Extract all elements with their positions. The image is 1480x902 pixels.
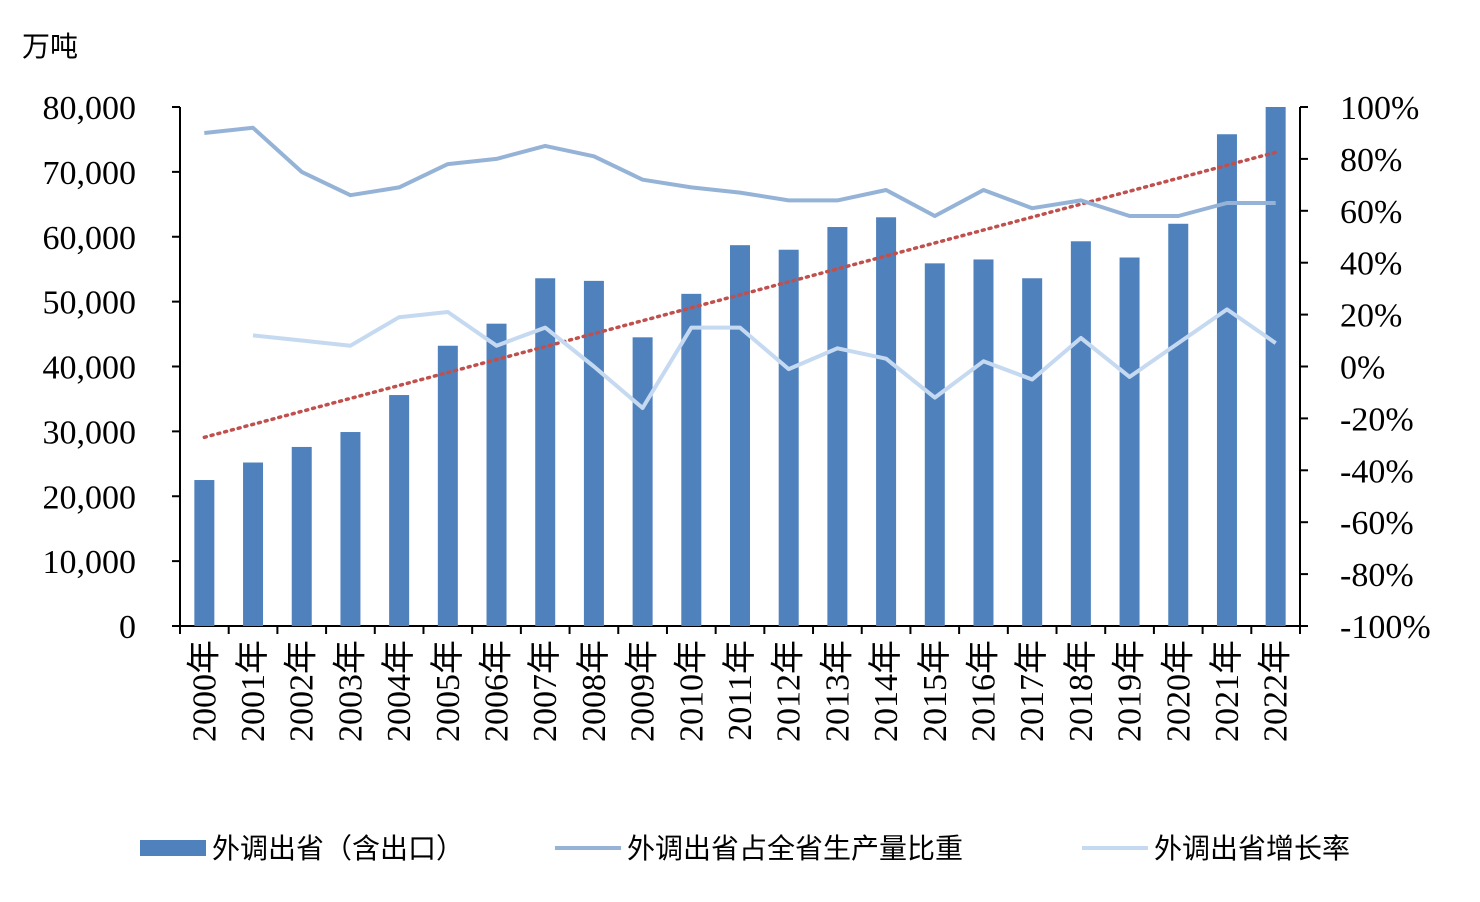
right-axis-tick-label: -100% (1340, 609, 1431, 646)
x-axis-tick-label: 2017年 (1013, 640, 1051, 742)
x-axis-tick-label: 2011年 (721, 640, 759, 741)
line-series-growth (252, 307, 1277, 410)
x-axis-tick-label: 2006年 (478, 640, 516, 742)
left-axis-tick-label: 50,000 (43, 285, 137, 322)
left-axis-tick-label: 10,000 (43, 544, 137, 581)
bar (1265, 107, 1286, 626)
x-axis-tick-label: 2020年 (1159, 640, 1197, 742)
bar (681, 293, 702, 626)
x-axis-tick-label: 2016年 (964, 640, 1002, 742)
legend-swatch-bar (140, 840, 206, 856)
bar (194, 480, 215, 626)
bar (1119, 257, 1140, 626)
right-axis-tick-label: 20% (1340, 298, 1402, 335)
line-share-path (204, 125, 1276, 218)
left-axis-tick-label: 80,000 (43, 90, 137, 127)
left-axis-tick-label: 70,000 (43, 155, 137, 192)
left-axis-tick-label: 60,000 (43, 220, 137, 257)
x-axis-labels: 2000年 2001年 2002年 2003年 2004年 2005年 2006年 2007年… (185, 640, 1294, 742)
bar (583, 280, 604, 626)
x-axis-tick-label: 2012年 (770, 640, 808, 742)
bar (1070, 241, 1091, 626)
left-axis-tick-label: 40,000 (43, 350, 137, 387)
bar (632, 337, 653, 626)
bar (340, 432, 361, 626)
bar (389, 395, 410, 626)
x-axis-tick-label: 2022年 (1257, 640, 1295, 742)
bar-series-export (194, 107, 1286, 627)
bar (486, 323, 507, 626)
bar (291, 446, 312, 626)
x-axis-tick-label: 2019年 (1111, 640, 1149, 742)
right-axis-tick-label: -60% (1340, 505, 1414, 542)
left-axis-tick-label: 0 (119, 609, 136, 646)
linear-trendline (202, 150, 1278, 440)
right-axis-tick-label: 100% (1340, 90, 1419, 127)
line-series-share (204, 125, 1276, 218)
right-axis: -100% -80% -60% -40% -20% 0% 20% 40% 60% 80% 100% (1299, 90, 1431, 646)
left-axis: 0 10,000 20,000 30,000 40,000 50,000 60,000 70,… (43, 90, 1301, 646)
right-axis-tick-label: -20% (1340, 401, 1414, 438)
x-axis-tick-label: 2003年 (331, 640, 369, 742)
legend-label: 外调出省（含出口） (212, 832, 464, 865)
right-axis-tick-label: 0% (1340, 350, 1385, 387)
x-axis-tick-label: 2000年 (185, 640, 223, 742)
x-axis-tick-label: 2005年 (429, 640, 467, 742)
bar (973, 259, 994, 626)
bar (730, 245, 750, 626)
x-axis-tick-label: 2021年 (1208, 640, 1246, 742)
x-axis-tick-label: 2007年 (526, 640, 564, 742)
x-axis-tick-label: 2018年 (1062, 640, 1100, 742)
bar (924, 263, 945, 626)
bar (1168, 223, 1189, 626)
x-axis-tick-label: 2008年 (575, 640, 613, 742)
left-axis-unit-label: 万吨 (22, 30, 78, 63)
right-axis-tick-label: 80% (1340, 142, 1402, 179)
left-axis-tick-label: 30,000 (43, 414, 137, 451)
bar (243, 462, 264, 626)
bar (437, 345, 458, 626)
x-axis-tick-label: 2009年 (624, 640, 662, 742)
bar (1216, 134, 1237, 626)
bar (1022, 278, 1043, 626)
right-axis-tick-label: -40% (1340, 453, 1414, 490)
legend: 外调出省（含出口） 外调出省占全省生产量比重 外调出省增长率 (140, 832, 1350, 865)
line-growth-path (252, 307, 1277, 410)
right-axis-tick-label: 60% (1340, 194, 1402, 231)
left-axis-tick-label: 20,000 (43, 479, 137, 516)
right-axis-tick-label: 40% (1340, 246, 1402, 283)
bar (827, 227, 848, 627)
x-axis-tick-label: 2004年 (380, 640, 418, 742)
x-axis-tick-label: 2013年 (818, 640, 856, 742)
x-axis-tick-label: 2002年 (283, 640, 321, 742)
x-axis-tick-label: 2010年 (672, 640, 710, 742)
bar (876, 217, 897, 626)
x-axis-tick-label: 2015年 (916, 640, 954, 742)
x-axis-tick-label: 2001年 (234, 640, 272, 742)
bar (778, 249, 799, 626)
right-axis-tick-label: -80% (1340, 557, 1414, 594)
legend-label: 外调出省增长率 (1154, 832, 1350, 865)
trendline (202, 150, 1278, 440)
x-axis-tick-label: 2014年 (867, 640, 905, 742)
legend-label: 外调出省占全省生产量比重 (627, 832, 963, 865)
bar (535, 278, 556, 626)
